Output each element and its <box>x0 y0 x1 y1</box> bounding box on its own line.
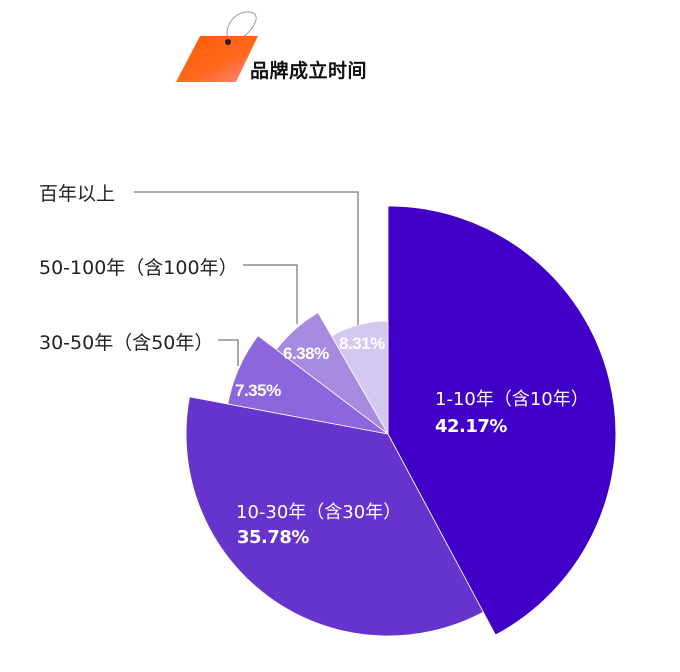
label-50-100-years: 50-100年（含100年） <box>39 257 238 279</box>
slice-30-50-years[interactable] <box>227 335 389 435</box>
label-10-30-years: 10-30年（含30年） <box>236 502 402 523</box>
slice-50-100-years[interactable] <box>275 312 389 435</box>
value-100-plus-years: 8.31% <box>339 334 385 353</box>
label-30-50-years: 30-50年（含50年） <box>39 332 214 354</box>
value-30-50-years: 7.35% <box>235 381 281 400</box>
chart-header: 品牌成立时间 <box>0 0 680 100</box>
leader-line-100-plus <box>134 191 359 325</box>
slice-100-plus-years[interactable] <box>331 320 389 436</box>
leader-line-50-100 <box>243 264 298 324</box>
label-100-plus-years: 百年以上 <box>39 183 116 205</box>
value-1-10-years: 42.17% <box>435 416 507 437</box>
label-1-10-years: 1-10年（含10年） <box>435 389 589 410</box>
price-tag-icon <box>176 11 258 82</box>
value-10-30-years: 35.78% <box>237 527 309 548</box>
slice-10-30-years[interactable] <box>185 396 484 637</box>
value-50-100-years: 6.38% <box>283 344 329 363</box>
leader-line-30-50 <box>218 339 239 366</box>
slice-1-10-years[interactable] <box>387 205 617 636</box>
chart-title: 品牌成立时间 <box>250 60 368 82</box>
